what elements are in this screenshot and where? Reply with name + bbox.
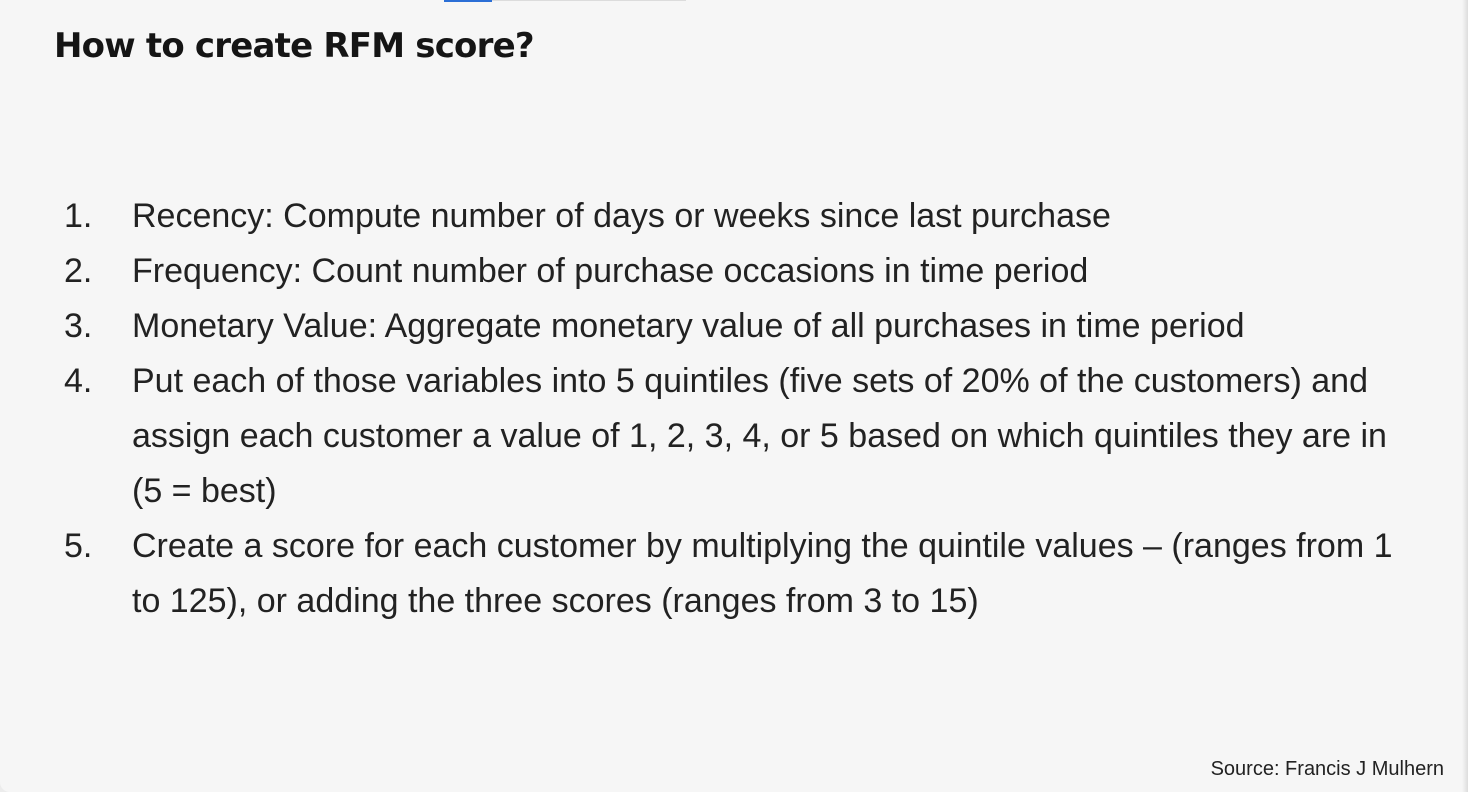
step-number: 1. bbox=[64, 197, 93, 235]
step-text: Frequency: Count number of purchase occa… bbox=[132, 252, 1089, 290]
step-number: 5. bbox=[64, 527, 93, 565]
progress-track bbox=[492, 0, 686, 1]
list-item: 5. Create a score for each customer by m… bbox=[64, 519, 1394, 629]
list-item: 2. Frequency: Count number of purchase o… bbox=[64, 244, 1394, 299]
step-number: 4. bbox=[64, 362, 93, 400]
step-text: Monetary Value: Aggregate monetary value… bbox=[132, 307, 1245, 345]
progress-indicator bbox=[444, 0, 492, 2]
step-number: 3. bbox=[64, 307, 93, 345]
list-item: 3. Monetary Value: Aggregate monetary va… bbox=[64, 299, 1394, 354]
slide-title: How to create RFM score? bbox=[54, 26, 535, 66]
source-citation: Source: Francis J Mulhern bbox=[1210, 758, 1444, 780]
list-item: 4. Put each of those variables into 5 qu… bbox=[64, 354, 1394, 519]
step-text: Create a score for each customer by mult… bbox=[132, 527, 1393, 620]
step-text: Put each of those variables into 5 quint… bbox=[132, 362, 1387, 510]
slide-edge-shadow bbox=[1462, 0, 1468, 792]
list-item: 1. Recency: Compute number of days or we… bbox=[64, 189, 1394, 244]
step-number: 2. bbox=[64, 252, 93, 290]
step-text: Recency: Compute number of days or weeks… bbox=[132, 197, 1111, 235]
rfm-steps-list: 1. Recency: Compute number of days or we… bbox=[64, 189, 1394, 629]
